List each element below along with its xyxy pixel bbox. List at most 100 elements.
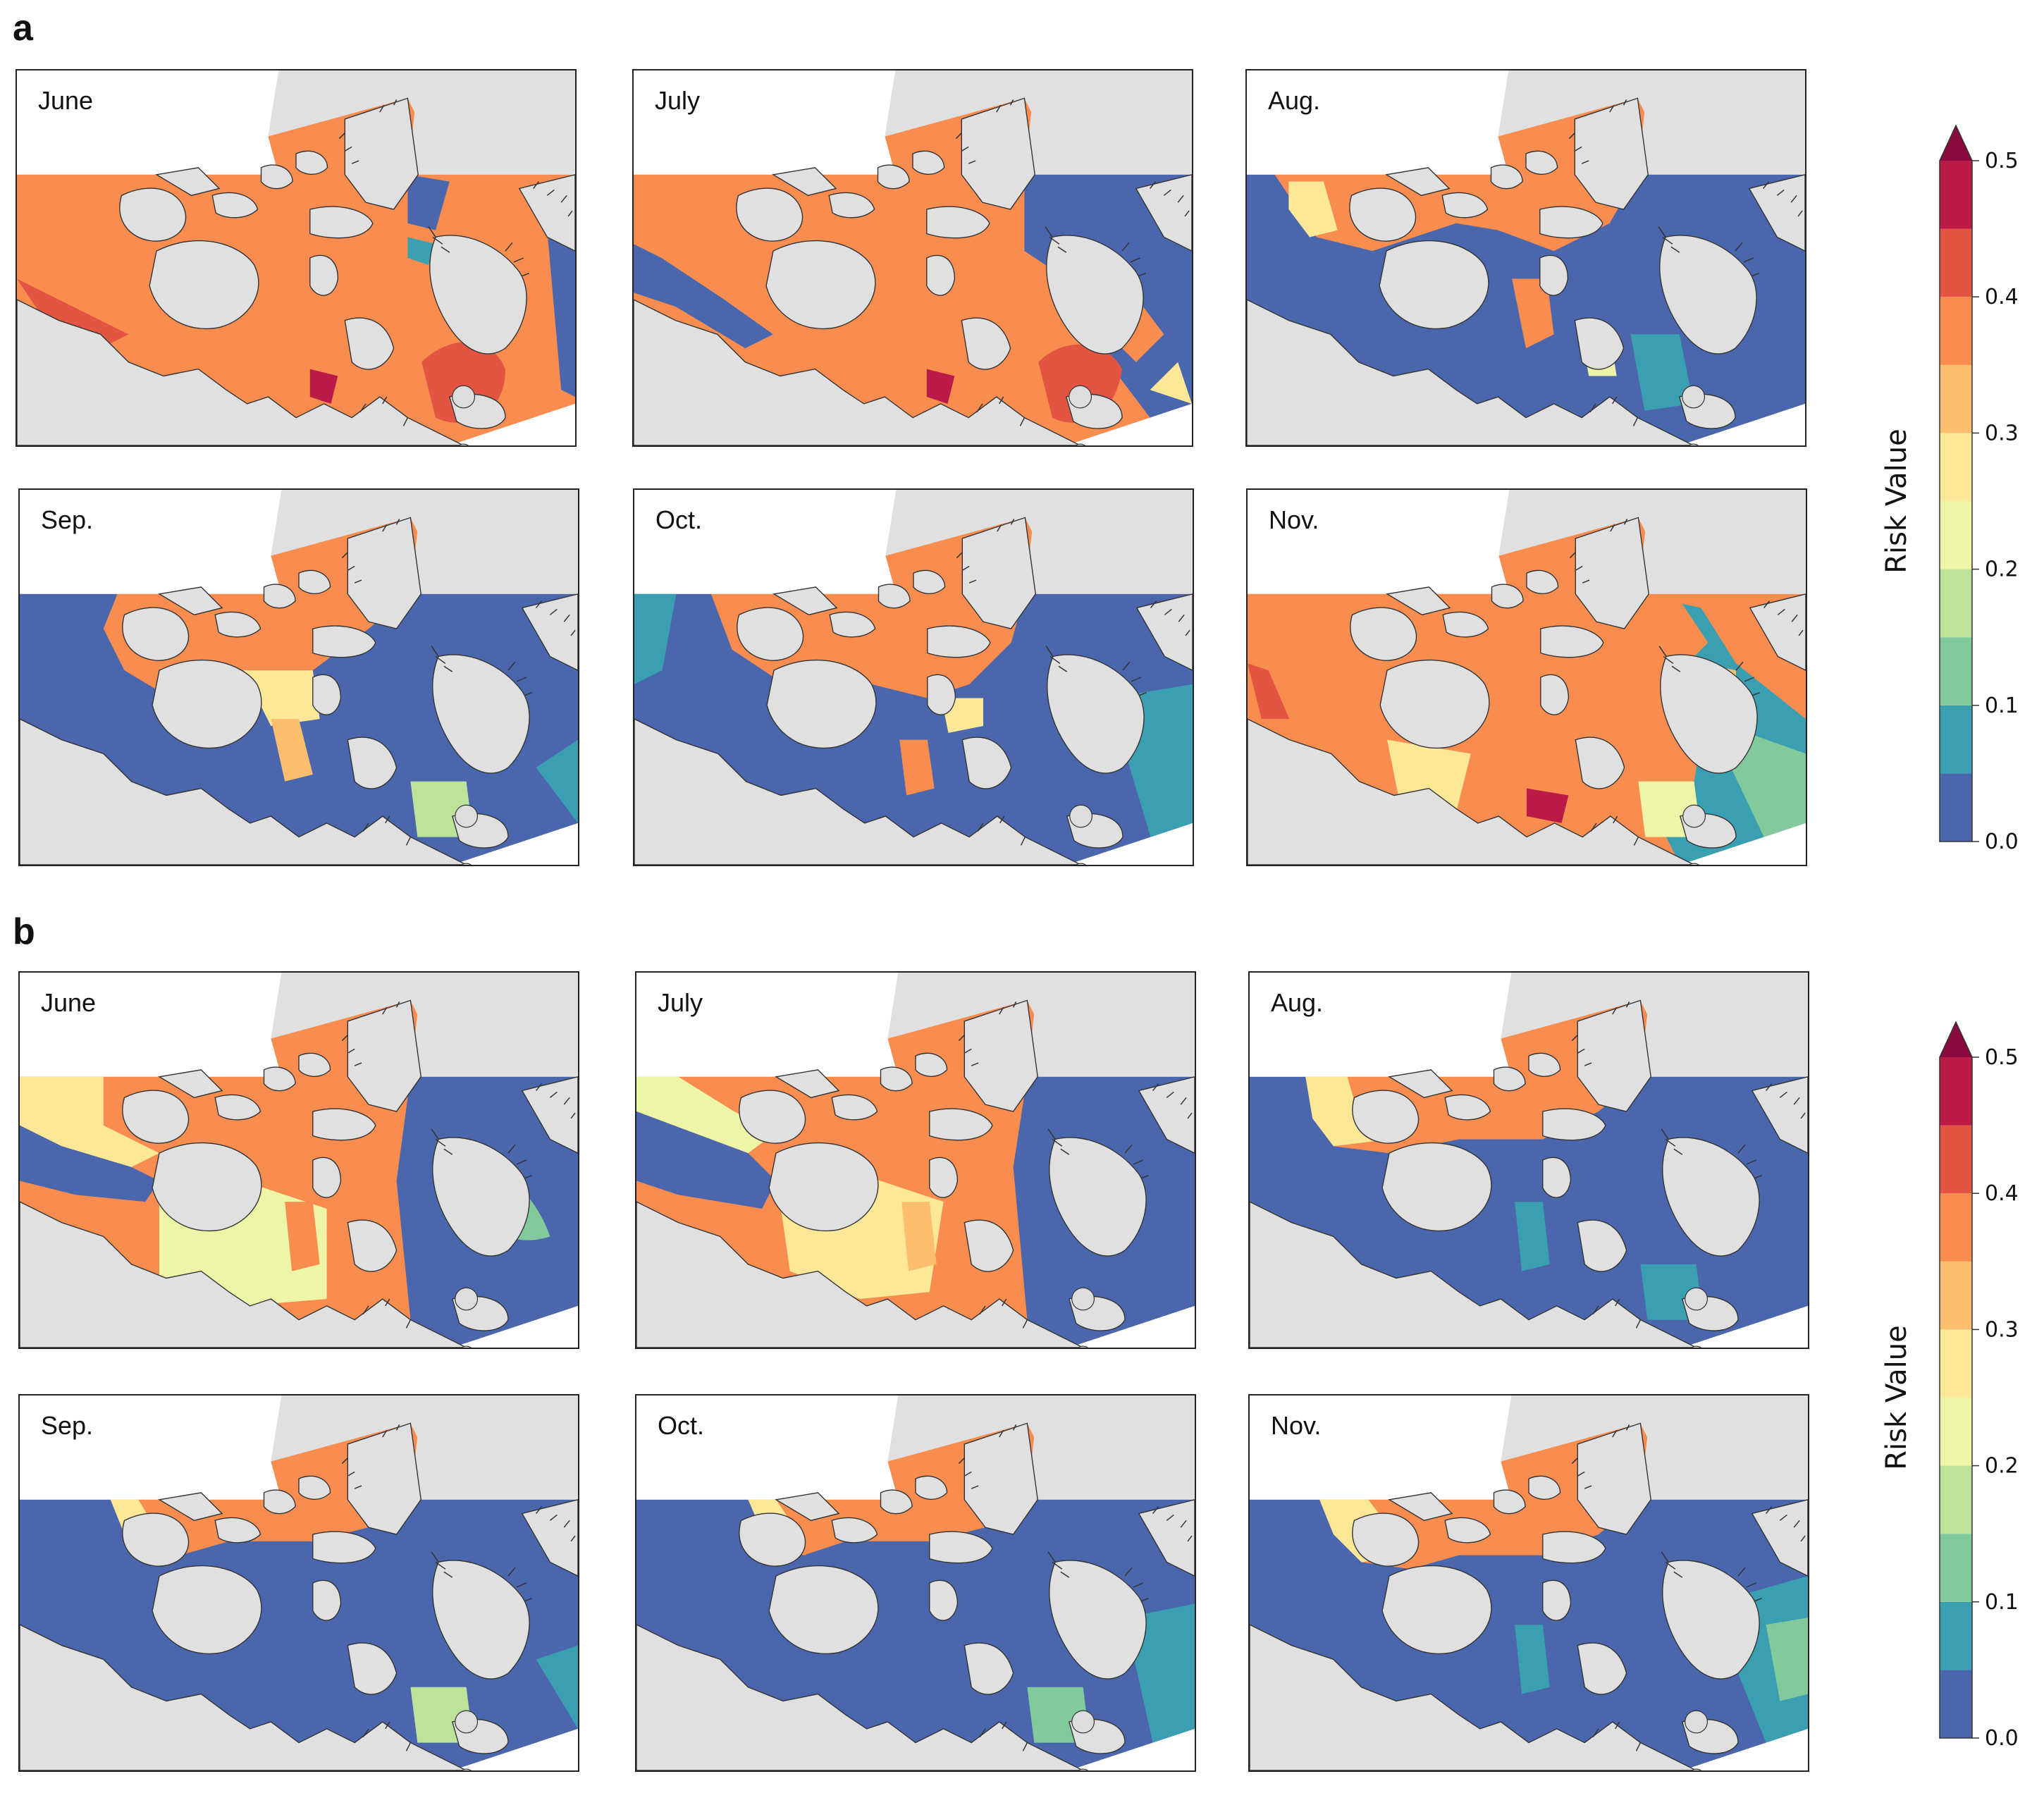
nodata-region	[20, 490, 282, 594]
map-canvas	[636, 973, 1195, 1348]
land-shape	[1250, 1201, 1697, 1348]
colorbar-svg: 0.0 0.1 0.2 0.3 0.4 0.5 Risk Value	[1880, 1021, 2019, 1751]
risk-contour	[536, 1645, 578, 1729]
coastline-detail	[536, 1083, 576, 1119]
coastline-detail	[958, 1424, 1017, 1489]
land-shape	[880, 1489, 913, 1515]
lake-shape	[1076, 863, 1087, 865]
land-shape	[1659, 235, 1757, 355]
land-shape	[152, 1142, 262, 1231]
land-shape	[929, 1531, 993, 1564]
lake-shape	[1688, 443, 1699, 445]
lake-shape	[1078, 1768, 1089, 1770]
coastline-detail	[362, 1721, 412, 1751]
land-shape	[828, 192, 875, 218]
land-shape	[152, 1565, 262, 1654]
nodata-region	[634, 490, 897, 594]
land-shape	[518, 174, 575, 252]
land-shape	[1528, 1052, 1561, 1077]
coastline-detail	[979, 1298, 1028, 1329]
colorbar-tick-label: 0.4	[1985, 1181, 2019, 1206]
map-canvas	[1248, 490, 1806, 865]
land-shape	[736, 187, 804, 242]
coastline-detail	[1592, 1298, 1642, 1329]
land-shape	[831, 1517, 878, 1544]
risk-contour	[1305, 1076, 1389, 1147]
coastline-detail	[1763, 600, 1804, 636]
land-shape	[634, 718, 1081, 865]
land-shape	[158, 1069, 223, 1099]
risk-contour	[634, 593, 677, 684]
land-shape	[1442, 611, 1489, 638]
colorbar-level-5	[1940, 433, 1972, 501]
nodata-region	[1248, 490, 1510, 594]
colorbar-level-9	[1940, 1057, 1972, 1126]
land-shape	[765, 240, 876, 329]
land-shape	[961, 317, 1011, 370]
map-b-sep: Sep.	[18, 1394, 579, 1772]
land-shape	[295, 150, 328, 175]
coastline-detail	[1590, 815, 1639, 846]
month-label: Aug.	[1268, 86, 1321, 115]
colorbar-extend-max	[1940, 125, 1972, 161]
colorbar-tick-label: 0.5	[1985, 149, 2019, 173]
coastline-detail	[1661, 1128, 1762, 1179]
land-shape	[344, 317, 395, 370]
land-shape	[927, 625, 991, 658]
coastline-detail	[359, 396, 409, 426]
land-shape	[20, 1624, 467, 1770]
risk-contour	[20, 1125, 159, 1202]
colorbar-tick-label: 0.1	[1985, 1590, 2019, 1615]
nodata-region	[1250, 973, 1512, 1077]
colorbar-a: 0.0 0.1 0.2 0.3 0.4 0.5 Risk Value	[1880, 120, 2044, 895]
land-shape	[929, 1157, 959, 1198]
colorbar-level-6	[1940, 364, 1972, 433]
coastline-detail	[1152, 1506, 1193, 1542]
land-shape	[926, 254, 956, 296]
land-shape	[961, 517, 1036, 629]
map-a-july: July	[632, 69, 1193, 447]
land-shape	[772, 167, 837, 197]
landmasses	[634, 97, 1192, 445]
land-shape	[1660, 654, 1758, 774]
coastline-detail	[428, 226, 529, 277]
coastline-detail	[338, 99, 398, 164]
land-shape	[775, 1069, 840, 1099]
coastline-detail	[341, 1424, 400, 1489]
land-shape	[878, 584, 911, 609]
land-shape	[1352, 1090, 1420, 1144]
land-shape	[312, 1531, 376, 1564]
colorbar-level-8	[1940, 1125, 1972, 1194]
land-shape	[263, 584, 296, 609]
land-shape	[432, 1137, 530, 1257]
map-canvas	[634, 70, 1192, 445]
risk-contour	[1515, 1625, 1550, 1694]
landmasses	[1248, 517, 1806, 865]
coastline-detail	[431, 1551, 532, 1602]
map-b-aug: Aug.	[1248, 971, 1809, 1349]
land-shape	[1135, 593, 1193, 671]
colorbar-level-9	[1940, 161, 1972, 229]
land-shape	[344, 97, 419, 210]
land-shape	[1248, 718, 1694, 865]
land-shape	[1528, 1475, 1561, 1500]
map-a-june: June	[16, 69, 577, 447]
land-shape	[1349, 187, 1417, 242]
lake-shape	[1691, 1345, 1702, 1348]
coastline-detail	[1571, 1002, 1630, 1066]
coastline-detail	[958, 1002, 1017, 1066]
month-label: Nov.	[1271, 1411, 1322, 1440]
coastline-detail	[955, 99, 1014, 164]
land-shape	[1049, 1560, 1147, 1680]
land-shape	[1662, 1560, 1760, 1680]
land-shape	[312, 625, 376, 658]
land-shape	[298, 1475, 331, 1500]
land-shape	[1247, 299, 1694, 445]
land-shape	[122, 1090, 190, 1144]
lake-shape	[458, 443, 469, 445]
land-shape	[961, 97, 1035, 210]
coastline-detail	[1766, 1083, 1806, 1119]
colorbar-level-3	[1940, 1465, 1972, 1534]
lake-shape	[452, 385, 476, 409]
map-canvas	[20, 973, 578, 1348]
